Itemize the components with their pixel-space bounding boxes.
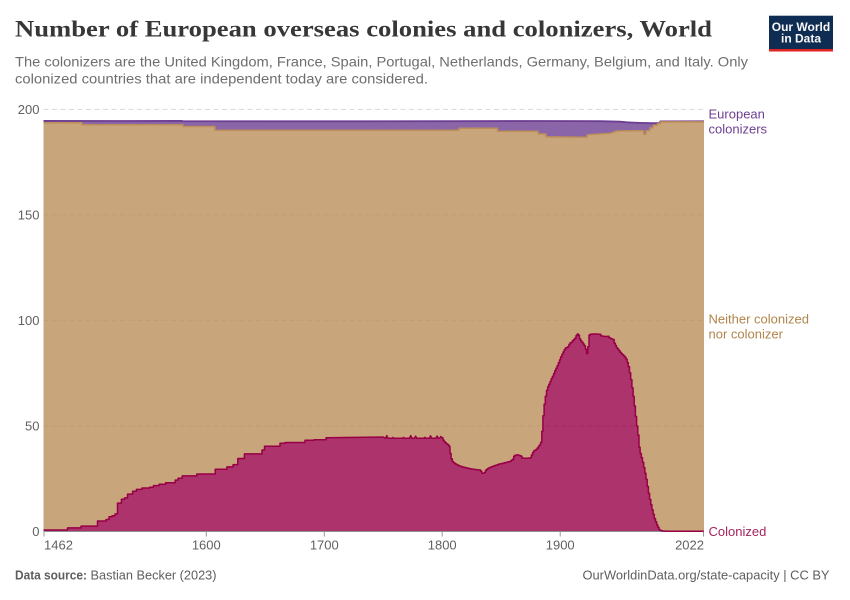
svg-text:0: 0 [32, 524, 39, 539]
svg-text:100: 100 [18, 313, 40, 328]
svg-text:50: 50 [25, 419, 39, 434]
svg-text:colonizers: colonizers [709, 122, 768, 137]
svg-text:Bastian Becker (2023): Bastian Becker (2023) [91, 569, 217, 583]
svg-text:colonized countries that are i: colonized countries that are independent… [15, 71, 428, 87]
svg-text:The colonizers are the United: The colonizers are the United Kingdom, F… [15, 54, 748, 70]
svg-text:200: 200 [18, 102, 40, 117]
svg-text:1800: 1800 [428, 538, 457, 553]
svg-text:150: 150 [18, 208, 40, 223]
svg-text:1700: 1700 [310, 538, 339, 553]
svg-text:Number of European overseas co: Number of European overseas colonies and… [15, 17, 712, 42]
svg-text:1462: 1462 [44, 538, 73, 553]
svg-text:Data source:: Data source: [15, 569, 87, 583]
svg-text:2022: 2022 [675, 538, 704, 553]
svg-text:1900: 1900 [546, 538, 575, 553]
svg-text:OurWorldinData.org/state-capac: OurWorldinData.org/state-capacity | CC B… [583, 569, 831, 583]
svg-text:European: European [709, 107, 765, 122]
svg-text:Neither colonized: Neither colonized [709, 311, 809, 326]
svg-text:in Data: in Data [781, 32, 821, 46]
svg-text:nor colonizer: nor colonizer [709, 326, 784, 341]
svg-text:1600: 1600 [192, 538, 221, 553]
svg-text:Colonized: Colonized [709, 524, 767, 539]
svg-text:Our World: Our World [772, 20, 830, 34]
